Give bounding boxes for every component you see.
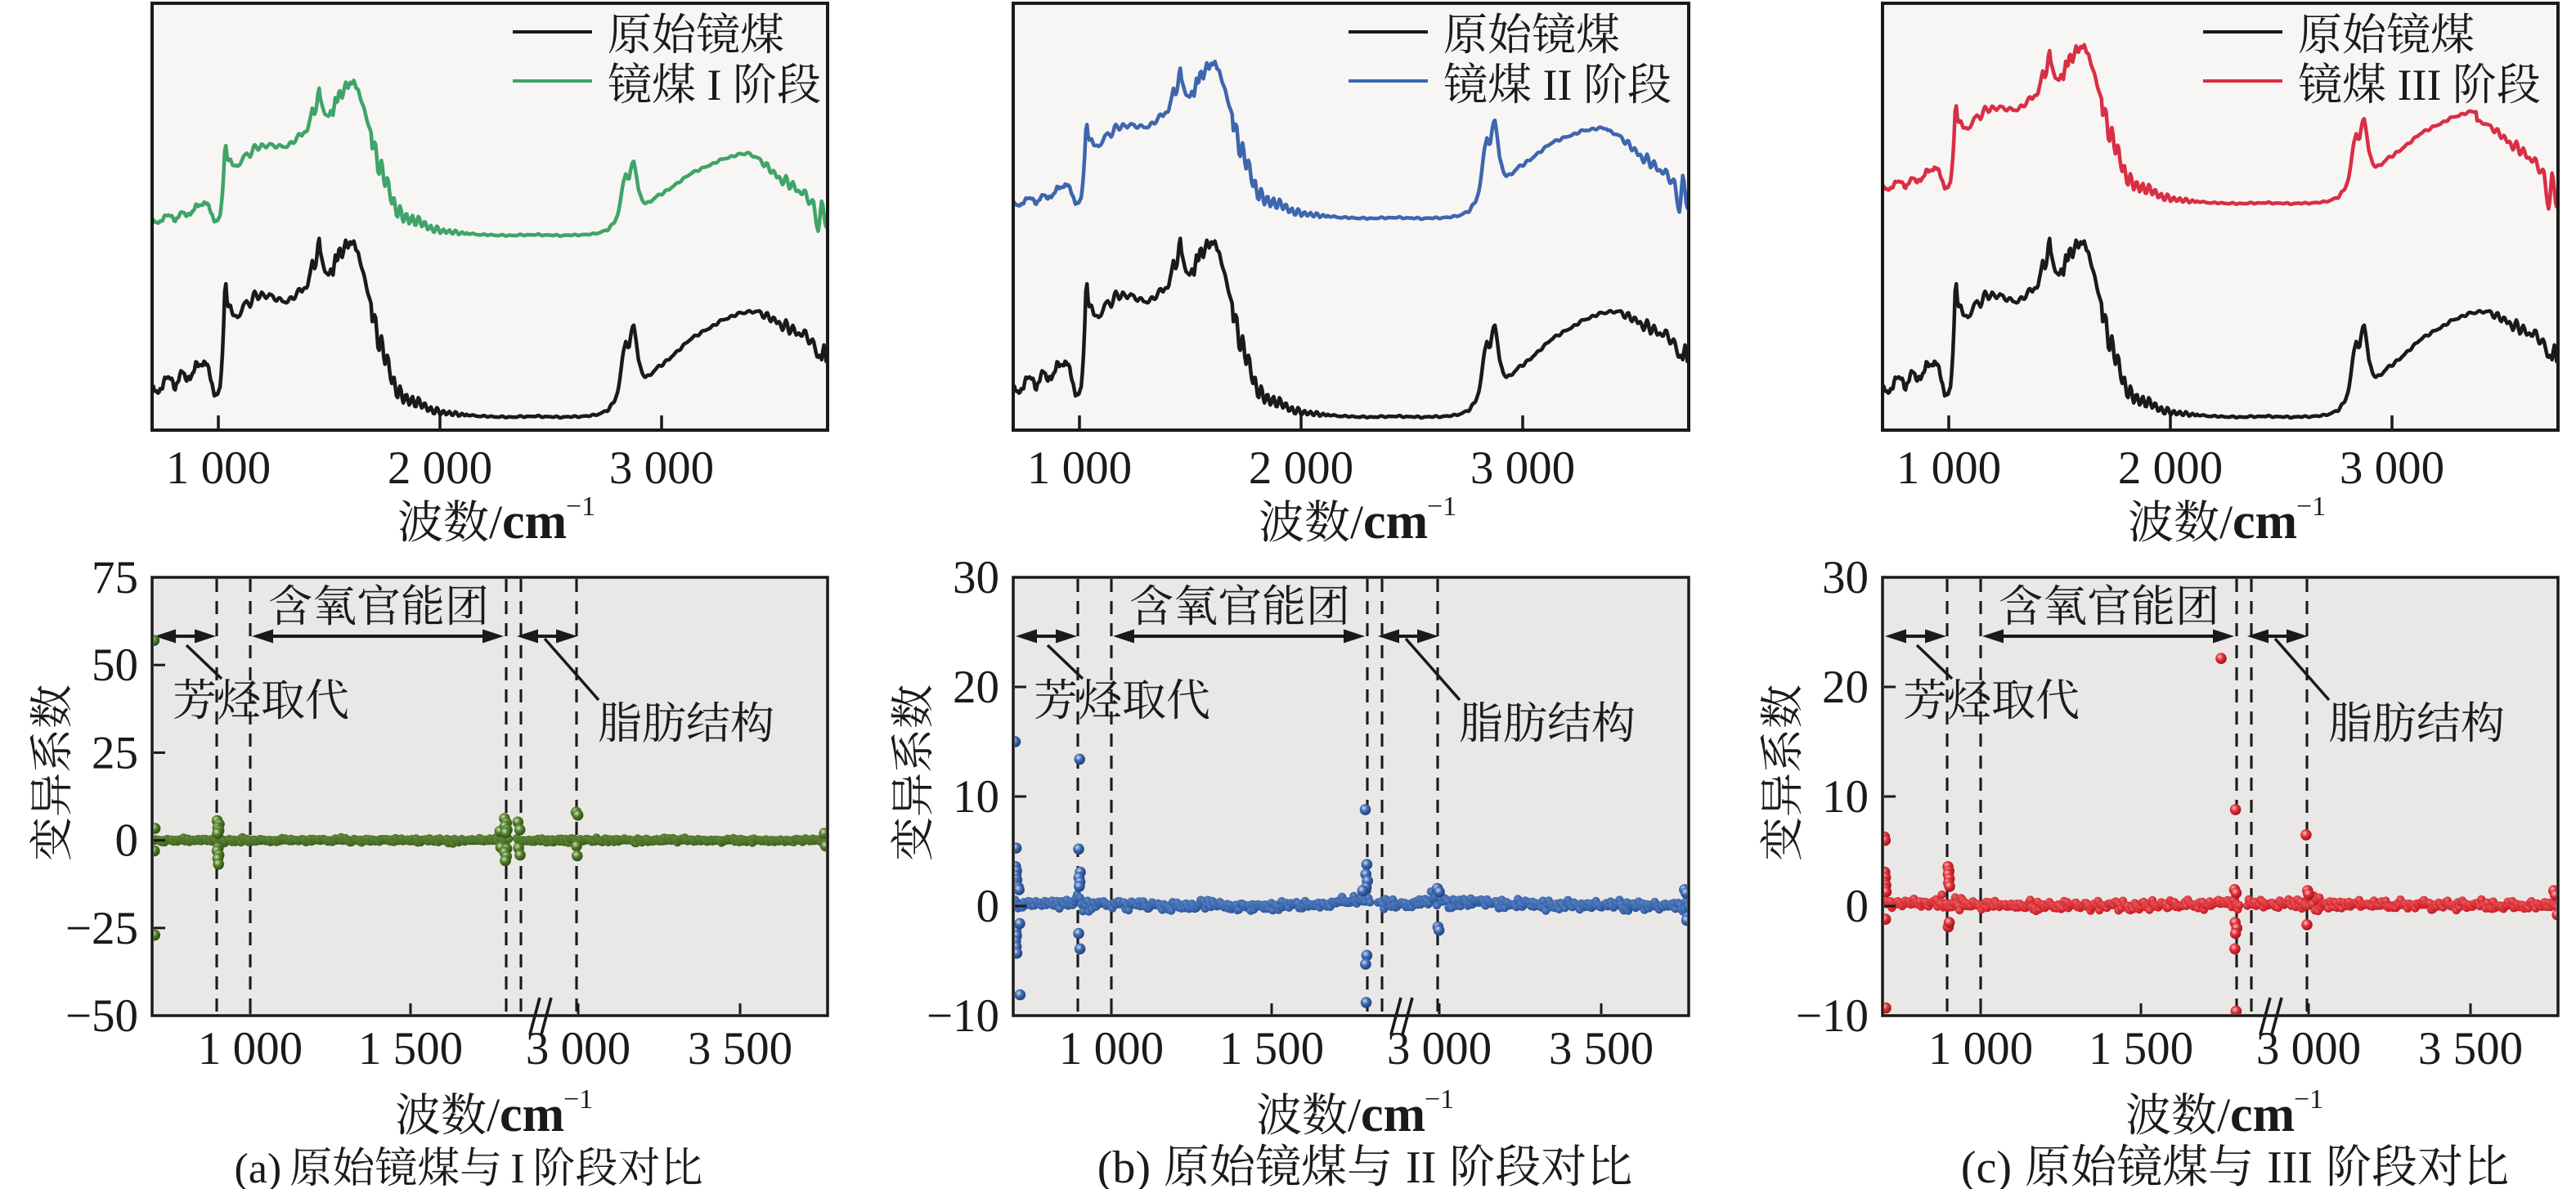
svg-text:1 000: 1 000 xyxy=(1027,442,1132,494)
svg-text:3 500: 3 500 xyxy=(1549,1023,1654,1075)
svg-text:0: 0 xyxy=(115,815,139,867)
svg-text:(a): (a) xyxy=(235,1146,282,1189)
svg-text:−1: −1 xyxy=(2294,1084,2323,1115)
svg-text:−10: −10 xyxy=(927,990,999,1042)
svg-text:/: / xyxy=(487,1088,500,1142)
svg-text:cm: cm xyxy=(500,1087,564,1142)
svg-text:20: 20 xyxy=(953,662,999,713)
svg-text:50: 50 xyxy=(92,639,138,691)
svg-text:−1: −1 xyxy=(563,1084,593,1115)
svg-text:3 000: 3 000 xyxy=(609,442,714,494)
svg-text:/: / xyxy=(489,496,503,549)
svg-text:(b): (b) xyxy=(1097,1142,1151,1189)
svg-text:cm: cm xyxy=(2230,1087,2295,1142)
svg-text:−25: −25 xyxy=(65,903,138,954)
svg-text:30: 30 xyxy=(953,552,999,603)
svg-text:−1: −1 xyxy=(566,491,595,522)
svg-text:3 500: 3 500 xyxy=(688,1023,792,1075)
svg-text:20: 20 xyxy=(1822,662,1869,713)
svg-text:1 500: 1 500 xyxy=(2089,1023,2193,1075)
svg-text:I: I xyxy=(707,61,722,110)
svg-text:75: 75 xyxy=(92,552,138,603)
svg-text:1 000: 1 000 xyxy=(198,1023,303,1075)
svg-text:/: / xyxy=(2219,496,2233,549)
svg-text:(c): (c) xyxy=(1961,1142,2012,1189)
svg-text:1 500: 1 500 xyxy=(358,1023,463,1075)
svg-text:10: 10 xyxy=(953,771,999,823)
svg-text:−50: −50 xyxy=(65,990,138,1042)
svg-text:cm: cm xyxy=(502,494,567,550)
svg-text:1 000: 1 000 xyxy=(166,442,271,494)
svg-text:0: 0 xyxy=(1846,881,1869,932)
svg-text:10: 10 xyxy=(1822,771,1869,823)
svg-text:25: 25 xyxy=(92,727,138,778)
svg-text:III: III xyxy=(2398,61,2442,110)
svg-text:II: II xyxy=(1406,1142,1436,1189)
svg-text:cm: cm xyxy=(1363,494,1428,550)
svg-text:/: / xyxy=(2217,1088,2231,1142)
svg-text:/: / xyxy=(1350,496,1364,549)
svg-text:3 000: 3 000 xyxy=(1387,1023,1492,1075)
svg-text:2 000: 2 000 xyxy=(388,442,492,494)
svg-text:1 000: 1 000 xyxy=(1059,1023,1164,1075)
svg-text:/: / xyxy=(1348,1088,1362,1142)
svg-text:cm: cm xyxy=(1361,1087,1425,1142)
svg-text:2 000: 2 000 xyxy=(2118,442,2223,494)
svg-text:3 000: 3 000 xyxy=(2340,442,2444,494)
svg-text:3 000: 3 000 xyxy=(2256,1023,2361,1075)
svg-text:3 000: 3 000 xyxy=(1470,442,1575,494)
svg-text:30: 30 xyxy=(1822,552,1869,603)
svg-text:1 000: 1 000 xyxy=(1928,1023,2033,1075)
svg-text:0: 0 xyxy=(976,881,1000,932)
svg-text:cm: cm xyxy=(2233,494,2297,550)
svg-text:−1: −1 xyxy=(1427,491,1456,522)
svg-text:3 000: 3 000 xyxy=(526,1023,631,1075)
svg-text:II: II xyxy=(1543,61,1573,110)
svg-text:−1: −1 xyxy=(2296,491,2326,522)
svg-text:3 500: 3 500 xyxy=(2418,1023,2523,1075)
svg-text:−1: −1 xyxy=(1425,1084,1454,1115)
svg-text:2 000: 2 000 xyxy=(1249,442,1353,494)
svg-text:1 500: 1 500 xyxy=(1219,1023,1324,1075)
svg-text:−10: −10 xyxy=(1796,990,1869,1042)
svg-text:I: I xyxy=(510,1146,524,1189)
svg-text:1 000: 1 000 xyxy=(1896,442,2001,494)
svg-text:III: III xyxy=(2267,1142,2313,1189)
